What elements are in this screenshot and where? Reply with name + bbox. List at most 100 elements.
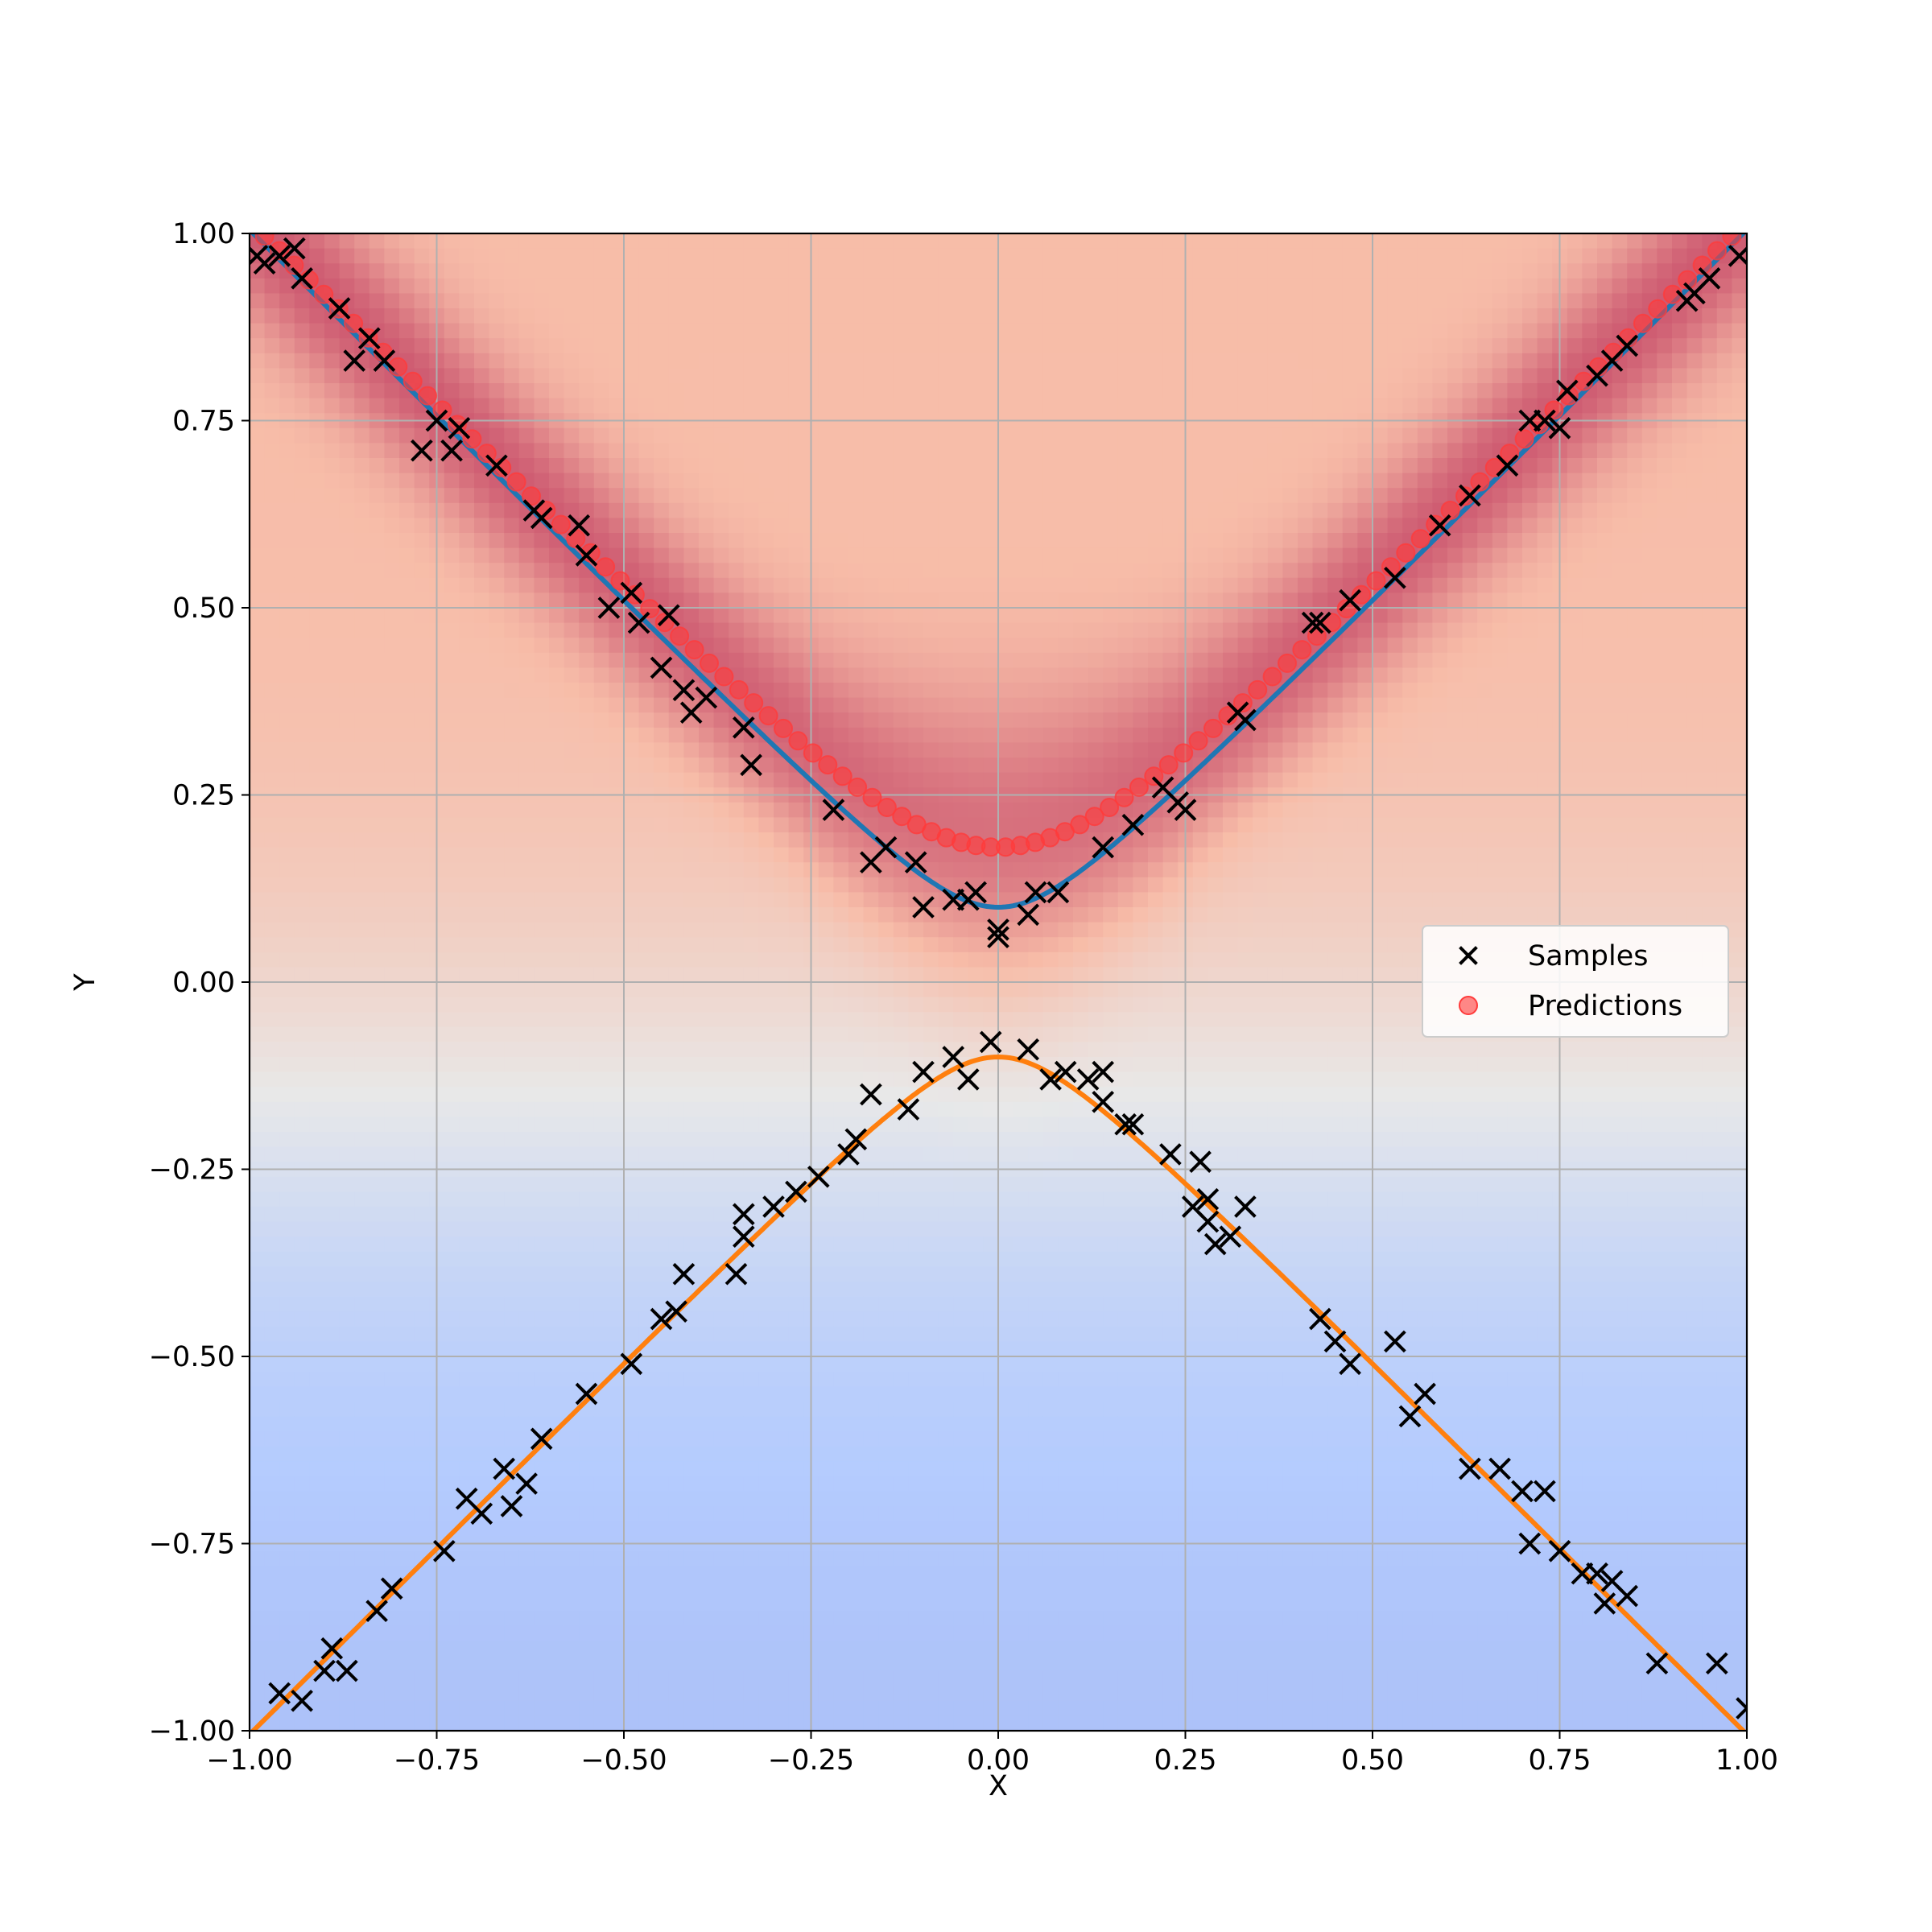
heatmap-cell — [624, 967, 640, 983]
heatmap-cell — [534, 1146, 550, 1162]
heatmap-cell — [654, 937, 670, 953]
heatmap-cell — [953, 1326, 969, 1342]
heatmap-cell — [354, 1101, 370, 1117]
heatmap-cell — [354, 877, 370, 893]
heatmap-cell — [399, 1566, 415, 1582]
heatmap-cell — [444, 877, 460, 893]
heatmap-cell — [683, 742, 700, 758]
heatmap-cell — [593, 1117, 609, 1133]
heatmap-cell — [788, 1581, 804, 1597]
heatmap-cell — [369, 533, 385, 549]
heatmap-cell — [444, 1611, 460, 1627]
heatmap-cell — [774, 652, 790, 668]
heatmap-cell — [593, 982, 609, 998]
heatmap-cell — [474, 1521, 490, 1537]
heatmap-cell — [729, 1146, 745, 1162]
heatmap-cell — [579, 577, 595, 593]
heatmap-cell — [369, 1581, 385, 1597]
heatmap-cell — [893, 1251, 909, 1267]
heatmap-cell — [683, 997, 700, 1013]
heatmap-cell — [938, 1251, 954, 1267]
heatmap-cell — [848, 1191, 865, 1208]
heatmap-cell — [339, 608, 355, 624]
heatmap-cell — [399, 817, 415, 833]
heatmap-cell — [354, 1117, 370, 1133]
heatmap-cell — [564, 638, 580, 654]
heatmap-cell — [893, 278, 909, 294]
heatmap-cell — [908, 832, 924, 848]
heatmap-cell — [624, 952, 640, 968]
heatmap-cell — [459, 922, 475, 938]
heatmap-cell — [339, 1071, 355, 1088]
heatmap-cell — [294, 1491, 310, 1507]
heatmap-cell — [399, 1026, 415, 1042]
heatmap-cell — [534, 1611, 550, 1627]
heatmap-cell — [579, 368, 595, 384]
heatmap-cell — [699, 1191, 715, 1208]
heatmap-cell — [369, 742, 385, 758]
heatmap-cell — [893, 982, 909, 998]
heatmap-cell — [339, 1431, 355, 1447]
heatmap-cell — [609, 982, 625, 998]
heatmap-cell — [459, 308, 475, 324]
heatmap-cell — [294, 772, 310, 788]
heatmap-cell — [309, 1625, 325, 1641]
heatmap-cell — [324, 1132, 341, 1148]
heatmap-cell — [444, 1386, 460, 1402]
heatmap-cell — [893, 697, 909, 713]
heatmap-cell — [399, 278, 415, 294]
heatmap-cell — [818, 1521, 834, 1537]
heatmap-cell — [983, 802, 999, 818]
heatmap-cell — [339, 758, 355, 774]
heatmap-cell — [593, 278, 609, 294]
heatmap-cell — [564, 862, 580, 878]
heatmap-cell — [848, 518, 865, 534]
heatmap-cell — [743, 248, 759, 264]
heatmap-cell — [893, 502, 909, 518]
heatmap-cell — [444, 1282, 460, 1298]
heatmap-cell — [504, 1236, 520, 1253]
heatmap-cell — [863, 1371, 879, 1387]
heatmap-cell — [459, 1311, 475, 1327]
heatmap-cell — [264, 877, 280, 893]
heatmap-cell — [564, 1550, 580, 1567]
heatmap-cell — [863, 1071, 879, 1088]
heatmap-cell — [848, 488, 865, 504]
heatmap-cell — [279, 1146, 295, 1162]
heatmap-cell — [250, 922, 266, 938]
heatmap-cell — [713, 772, 729, 788]
heatmap-cell — [654, 1191, 670, 1208]
heatmap-cell — [624, 1057, 640, 1073]
heatmap-cell — [279, 802, 295, 818]
heatmap-cell — [713, 832, 729, 848]
heatmap-cell — [414, 1341, 430, 1357]
heatmap-cell — [923, 368, 939, 384]
heatmap-cell — [638, 1146, 654, 1162]
heatmap-cell — [279, 742, 295, 758]
heatmap-cell — [863, 1670, 879, 1686]
heatmap-cell — [534, 683, 550, 699]
heatmap-cell — [863, 712, 879, 729]
heatmap-cell — [893, 1401, 909, 1417]
heatmap-cell — [818, 1581, 834, 1597]
heatmap-cell — [474, 533, 490, 549]
heatmap-cell — [579, 877, 595, 893]
heatmap-cell — [459, 712, 475, 729]
heatmap-cell — [593, 1625, 609, 1641]
heatmap-cell — [609, 1311, 625, 1327]
heatmap-cell — [354, 683, 370, 699]
heatmap-cell — [279, 1715, 295, 1731]
heatmap-cell — [489, 233, 505, 250]
heatmap-cell — [743, 1026, 759, 1042]
heatmap-cell — [459, 1446, 475, 1462]
heatmap-cell — [818, 563, 834, 579]
heatmap-cell — [788, 1431, 804, 1447]
heatmap-cell — [294, 1476, 310, 1492]
heatmap-cell — [699, 1566, 715, 1582]
heatmap-cell — [683, 1087, 700, 1103]
heatmap-cell — [758, 1221, 774, 1237]
heatmap-cell — [474, 398, 490, 414]
heatmap-cell — [279, 368, 295, 384]
heatmap-cell — [250, 1026, 266, 1042]
heatmap-cell — [489, 1625, 505, 1641]
